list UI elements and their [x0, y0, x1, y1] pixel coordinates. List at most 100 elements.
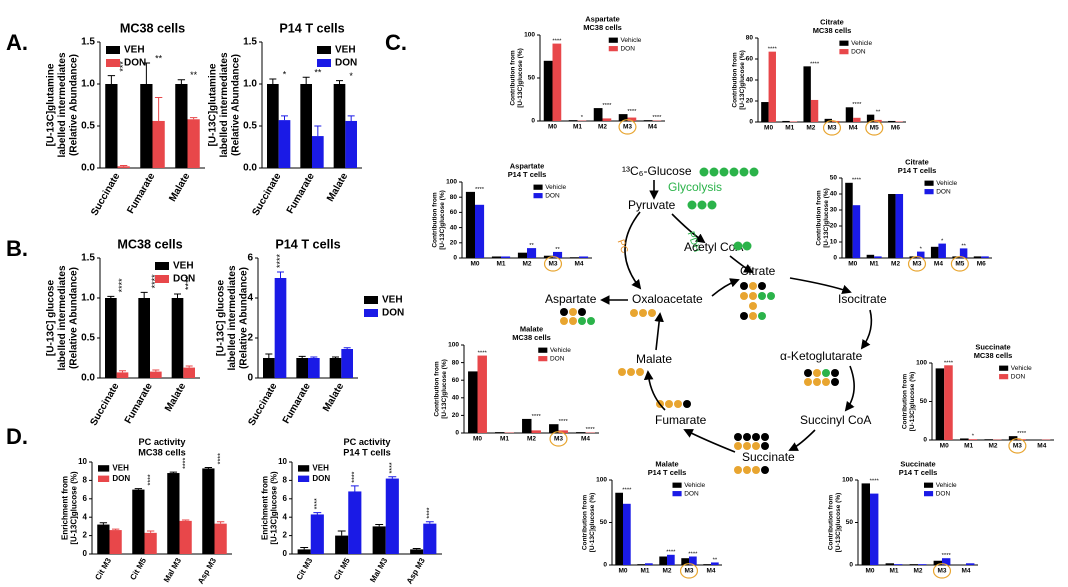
- bar: [984, 439, 993, 440]
- legend-swatch: [924, 482, 934, 488]
- y-axis-label: Enrichment from: [260, 476, 269, 540]
- carbon-dots: [687, 200, 717, 210]
- legend-label: VEH: [382, 295, 403, 306]
- x-tick-label: M5: [955, 261, 964, 268]
- y-tick-label: 2: [247, 333, 253, 344]
- y-tick-label: 0: [247, 373, 253, 384]
- y-axis-label: Contribution from: [828, 495, 835, 550]
- error-bar: [119, 164, 128, 167]
- y-tick-label: 40: [830, 191, 838, 198]
- legend-swatch: [155, 262, 169, 270]
- y-tick-label: 0: [749, 119, 753, 126]
- chart-title: Citrate: [820, 17, 844, 26]
- legend-label: DON: [312, 474, 330, 483]
- significance-label: ****: [312, 498, 321, 509]
- bar: [870, 493, 879, 565]
- x-tick-label: M0: [548, 124, 557, 131]
- significance-label: *: [972, 433, 975, 439]
- bar: [885, 563, 894, 565]
- error-bar: [204, 467, 213, 469]
- bar: [853, 117, 861, 122]
- error-bar: [152, 369, 160, 372]
- significance-label: ****: [852, 102, 862, 108]
- bar: [97, 524, 110, 554]
- legend-swatch: [155, 275, 169, 283]
- legend-label: DON: [112, 474, 130, 483]
- bar: [894, 564, 903, 565]
- bar: [627, 117, 637, 121]
- panel-label: C.: [385, 30, 407, 55]
- y-tick-label: 6: [83, 494, 88, 503]
- bar: [274, 278, 287, 378]
- x-tick-label: Cit M5: [332, 556, 352, 582]
- y-axis-label: [U-13C]glucose (%): [439, 190, 446, 250]
- y-tick-label: 20: [450, 240, 458, 247]
- y-tick-label: 0: [531, 118, 535, 125]
- bar: [522, 418, 532, 433]
- y-tick-label: 80: [746, 35, 754, 42]
- arrow: [789, 277, 852, 294]
- chart-title: PC activity: [139, 437, 187, 447]
- bar: [782, 120, 790, 122]
- y-tick-label: 1.0: [81, 79, 95, 90]
- significance-label: ****: [1017, 431, 1027, 437]
- x-tick-label: M1: [500, 436, 509, 443]
- y-tick-label: 10: [278, 457, 287, 466]
- y-axis-label: [U-13C]glucose (%): [70, 471, 79, 545]
- y-tick-label: 0: [453, 255, 457, 262]
- legend-label: Vehicle: [684, 482, 705, 489]
- bar: [602, 118, 612, 121]
- bar: [973, 256, 982, 258]
- y-tick-label: 50: [830, 175, 838, 182]
- bar: [410, 549, 424, 554]
- legend-label: VEH: [173, 261, 194, 272]
- legend-label: Vehicle: [936, 482, 957, 489]
- x-tick-label: Asp M3: [196, 556, 218, 586]
- node-label: Succinyl CoA: [800, 413, 871, 427]
- bar: [543, 60, 553, 121]
- bar: [553, 251, 563, 258]
- legend-label: DON: [620, 45, 635, 52]
- highlight-circle: [679, 563, 699, 579]
- significance-label: ****: [475, 187, 485, 193]
- x-tick-label: M3: [554, 436, 563, 443]
- bar: [689, 556, 697, 565]
- error-bar: [310, 356, 318, 358]
- y-tick-label: 4: [247, 293, 253, 304]
- significance-label: ***: [118, 61, 128, 72]
- error-bar: [300, 547, 309, 550]
- error-bar: [388, 476, 397, 479]
- legend-swatch: [924, 491, 934, 497]
- chart-subtitle: MC38 cells: [138, 448, 186, 458]
- error-bar: [119, 370, 126, 373]
- y-axis-label: Contribution from: [582, 495, 589, 550]
- bar: [615, 492, 623, 565]
- node-label: Acetyl CoA: [684, 240, 743, 254]
- bar: [465, 191, 475, 258]
- node-label: Isocitrate: [838, 292, 887, 306]
- bar: [576, 432, 586, 433]
- error-bar: [277, 271, 284, 278]
- bar: [310, 514, 324, 554]
- x-tick-label: Malate: [321, 381, 346, 414]
- bar: [888, 194, 896, 258]
- y-tick-label: 0.0: [81, 163, 95, 174]
- y-axis-label: Contribution from: [432, 192, 439, 247]
- significance-label: **: [555, 247, 560, 253]
- legend-swatch: [98, 465, 110, 472]
- pathway-label: Glycolysis: [668, 180, 722, 194]
- legend-label: Vehicle: [550, 347, 571, 354]
- significance-label: ****: [184, 275, 194, 290]
- bar: [917, 251, 925, 258]
- y-tick-label: 1.0: [81, 293, 95, 304]
- error-bar: [337, 530, 346, 536]
- x-tick-label: M3: [827, 125, 836, 132]
- significance-label: *: [349, 71, 353, 81]
- arrow: [844, 365, 855, 412]
- y-tick-label: 0: [833, 255, 837, 262]
- y-axis-label: (Relative Abundance): [231, 54, 242, 156]
- error-bar: [174, 293, 181, 298]
- error-bar: [269, 78, 277, 84]
- arrow: [654, 312, 664, 351]
- bar: [888, 120, 896, 122]
